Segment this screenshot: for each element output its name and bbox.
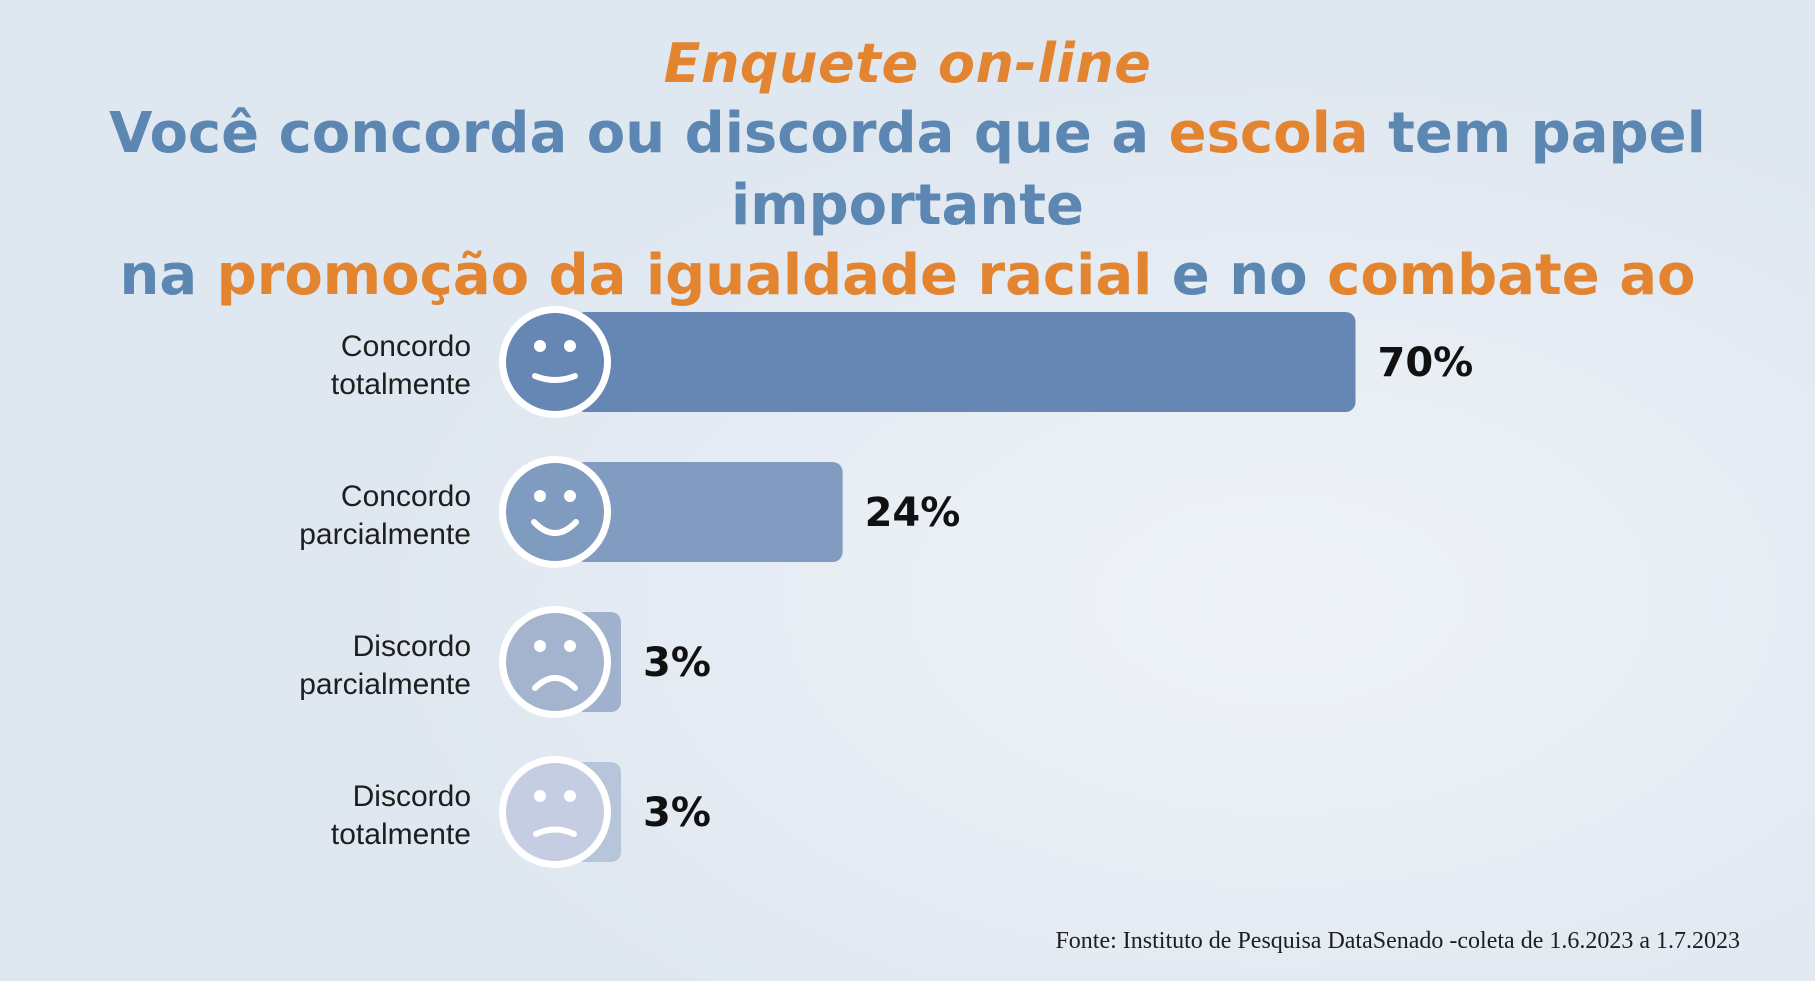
- category-label-line: parcialmente: [299, 518, 471, 551]
- question-line-1: Você concorda ou discorda que a escola t…: [0, 98, 1815, 242]
- face-left-eye: [534, 490, 546, 502]
- face-mouth: [533, 826, 577, 837]
- question-text-0: na: [119, 243, 217, 308]
- value-label-discordo-totalmente: 3%: [643, 790, 711, 836]
- source-note: Fonte: Instituto de Pesquisa DataSenado …: [1055, 928, 1740, 954]
- face-disc: [506, 313, 604, 411]
- category-label-line: Concordo: [341, 480, 471, 513]
- category-label-line: Discordo: [353, 630, 471, 663]
- face-right-eye: [564, 790, 576, 802]
- sad-icon: [506, 763, 604, 861]
- category-label-line: Discordo: [353, 780, 471, 813]
- bar-row-discordo-totalmente: Discordo totalmente 3%: [331, 756, 711, 868]
- bar-row-concordo-parcialmente: Concordo parcialmente 24%: [299, 456, 960, 568]
- question-text-0: Você concorda ou discorda que a: [109, 101, 1169, 166]
- value-label-discordo-parcialmente: 3%: [643, 640, 711, 686]
- question-text-2: tem papel importante: [731, 101, 1706, 238]
- face-mouth: [532, 373, 578, 383]
- face-left-eye: [534, 340, 546, 352]
- bar-concordo-parcialmente: [575, 462, 843, 562]
- value-label-concordo-parcialmente: 24%: [865, 490, 961, 536]
- smile-icon: [506, 463, 604, 561]
- bar-concordo-totalmente: [575, 312, 1356, 412]
- bar-row-concordo-totalmente: Concordo totalmente 70%: [331, 306, 1473, 418]
- bar-row-discordo-parcialmente: Discordo parcialmente 3%: [299, 606, 711, 718]
- face-right-eye: [564, 340, 576, 352]
- face-disc: [506, 463, 604, 561]
- category-label-line: totalmente: [331, 818, 471, 851]
- face-mouth: [532, 675, 578, 691]
- category-label-discordo-parcialmente: Discordo parcialmente: [299, 630, 471, 701]
- face-left-eye: [534, 640, 546, 652]
- face-mouth: [531, 519, 579, 536]
- question-text-2: e no: [1152, 243, 1328, 308]
- title-block: Enquete on-line Você concorda ou discord…: [0, 28, 1815, 384]
- category-label-discordo-totalmente: Discordo totalmente: [331, 780, 471, 851]
- face-disc: [506, 763, 604, 861]
- category-label-concordo-parcialmente: Concordo parcialmente: [299, 480, 471, 551]
- category-label-line: Concordo: [341, 330, 471, 363]
- value-label-concordo-totalmente: 70%: [1378, 340, 1474, 386]
- big-smile-icon: [506, 313, 604, 411]
- kicker-title: Enquete on-line: [663, 32, 1152, 95]
- category-label-concordo-totalmente: Concordo totalmente: [331, 330, 471, 401]
- question-highlight-1: escola: [1168, 101, 1369, 166]
- category-label-line: parcialmente: [299, 668, 471, 701]
- face-disc: [506, 613, 604, 711]
- face-left-eye: [534, 790, 546, 802]
- frown-icon: [506, 613, 604, 711]
- question-highlight-1: promoção da igualdade racial: [216, 243, 1153, 308]
- face-right-eye: [564, 490, 576, 502]
- category-label-line: totalmente: [331, 368, 471, 401]
- face-right-eye: [564, 640, 576, 652]
